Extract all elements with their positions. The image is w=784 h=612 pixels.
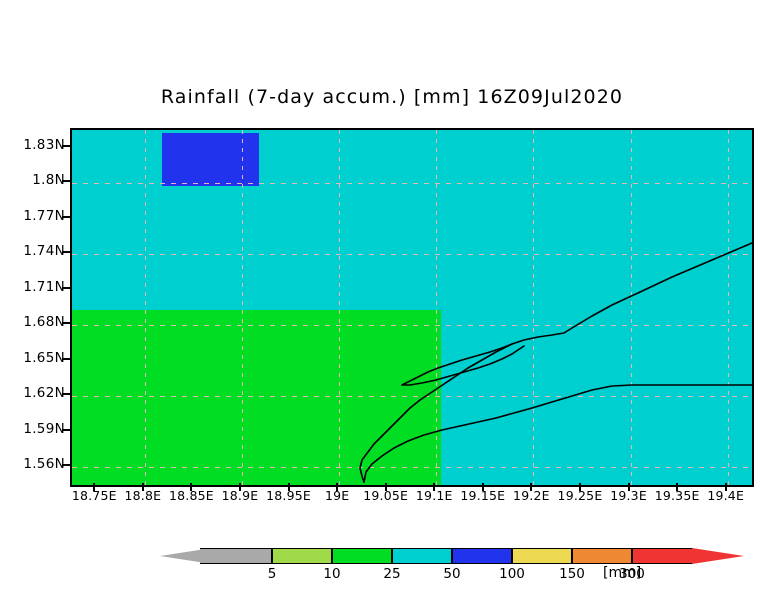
y-axis-tick-label: 1.65N [23,349,65,366]
x-axis-tick [93,483,96,491]
x-axis-tick [336,483,339,491]
x-axis-tick-label: 19.25E [557,488,603,503]
y-axis-tick [62,322,70,325]
x-axis-tick [481,483,484,491]
y-axis-tick-label: 1.56N [23,456,65,473]
x-axis-tick [141,483,144,491]
gridline-vertical [339,130,340,485]
y-axis-tick [62,428,70,431]
x-axis-tick [530,483,533,491]
y-axis-tick-label: 1.68N [23,314,65,331]
gridline-vertical [533,130,534,485]
y-axis-tick [62,215,70,218]
colorbar-tick-label: 150 [559,566,585,582]
x-axis-tick-label: 18.85E [168,488,214,503]
gridline-horizontal [72,254,752,255]
colorbar-tick-label: 50 [443,566,461,582]
colorbar-segment [452,548,512,564]
x-axis-tick-label: 19.2E [513,488,550,503]
y-axis-tick [62,286,70,289]
x-axis-tick-label: 18.8E [124,488,162,503]
y-axis-tick [62,393,70,396]
y-axis-tick-label: 1.8N [32,172,65,189]
plot-area [70,128,754,487]
x-axis-tick-label: 19.05E [363,488,409,503]
colorbar-segment [392,548,452,564]
x-axis-tick-label: 18.95E [266,488,311,503]
x-axis-tick-label: 19E [324,488,350,503]
plot-inner [72,130,752,485]
x-axis-tick [579,483,581,491]
colorbar-tick-label: 300 [619,566,645,582]
coastline-spit-path [401,343,525,386]
x-axis-tick [287,483,290,491]
coastline-overlay [359,242,752,483]
x-axis-tick-label: 18.9E [221,488,259,503]
colorbar-tick-label: 100 [499,566,525,582]
x-axis-tick [433,483,436,491]
y-axis-tick [62,251,70,254]
x-axis-tick [384,483,387,491]
colorbar-tick-label: 5 [267,566,277,582]
colorbar-segment [572,548,632,564]
colorbar-segment [332,548,392,564]
coastline-south-path [363,384,752,483]
gridline-horizontal [72,396,752,397]
colorbar-bar [150,548,744,564]
x-axis-tick-label: 19.1E [415,488,453,503]
page-title: Rainfall (7-day accum.) [mm] 16Z09Jul202… [160,86,624,108]
y-axis-tick-label: 1.62N [23,385,65,402]
colorbar-under-arrow [160,548,212,564]
x-axis-tick-label: 19.3E [610,488,647,503]
gridline-vertical [242,130,243,485]
colorbar-tick-label: 25 [383,566,401,582]
gridline-vertical [145,130,146,485]
colorbar-segment [512,548,572,564]
y-axis-tick-label: 1.71N [23,278,65,295]
colorbar-unit-label: [mm] [603,565,642,581]
y-axis-tick-label: 1.74N [23,243,65,260]
y-axis-tick [62,144,70,147]
gridline-vertical [728,130,729,485]
y-axis-tick-label: 1.77N [23,207,65,224]
x-axis-tick-label: 19.35E [654,488,700,503]
x-axis-tick-label: 18.75E [71,488,117,503]
x-axis-tick-label: 19.4E [707,488,745,503]
colorbar-segment [632,548,692,564]
colorbar-over-arrow [692,548,744,564]
x-axis-tick [239,483,241,491]
gridline-vertical [631,130,632,485]
colorbar-tick-label: 10 [323,566,341,582]
gridline-horizontal [72,183,752,184]
y-axis-tick-label: 1.59N [23,420,65,437]
colorbar-segment [200,548,272,564]
colorbar-segment [272,548,332,564]
x-axis-tick [190,483,193,491]
y-axis-tick-label: 1.83N [23,136,65,153]
gridline-horizontal [72,325,752,326]
colorbar: 5 10 25 50 100 150 300 [mm] [150,548,744,586]
y-axis-tick [62,464,70,467]
x-axis-tick-label: 19.15E [460,488,506,503]
x-axis-tick [627,483,630,491]
gridline-vertical [436,130,437,485]
x-axis-tick [724,483,727,491]
field-region [72,310,442,485]
y-axis-tick [62,357,70,360]
y-axis-tick [62,180,70,183]
coastline-north-path [359,242,752,483]
x-axis-tick [676,483,679,491]
gridline-horizontal [72,467,752,468]
